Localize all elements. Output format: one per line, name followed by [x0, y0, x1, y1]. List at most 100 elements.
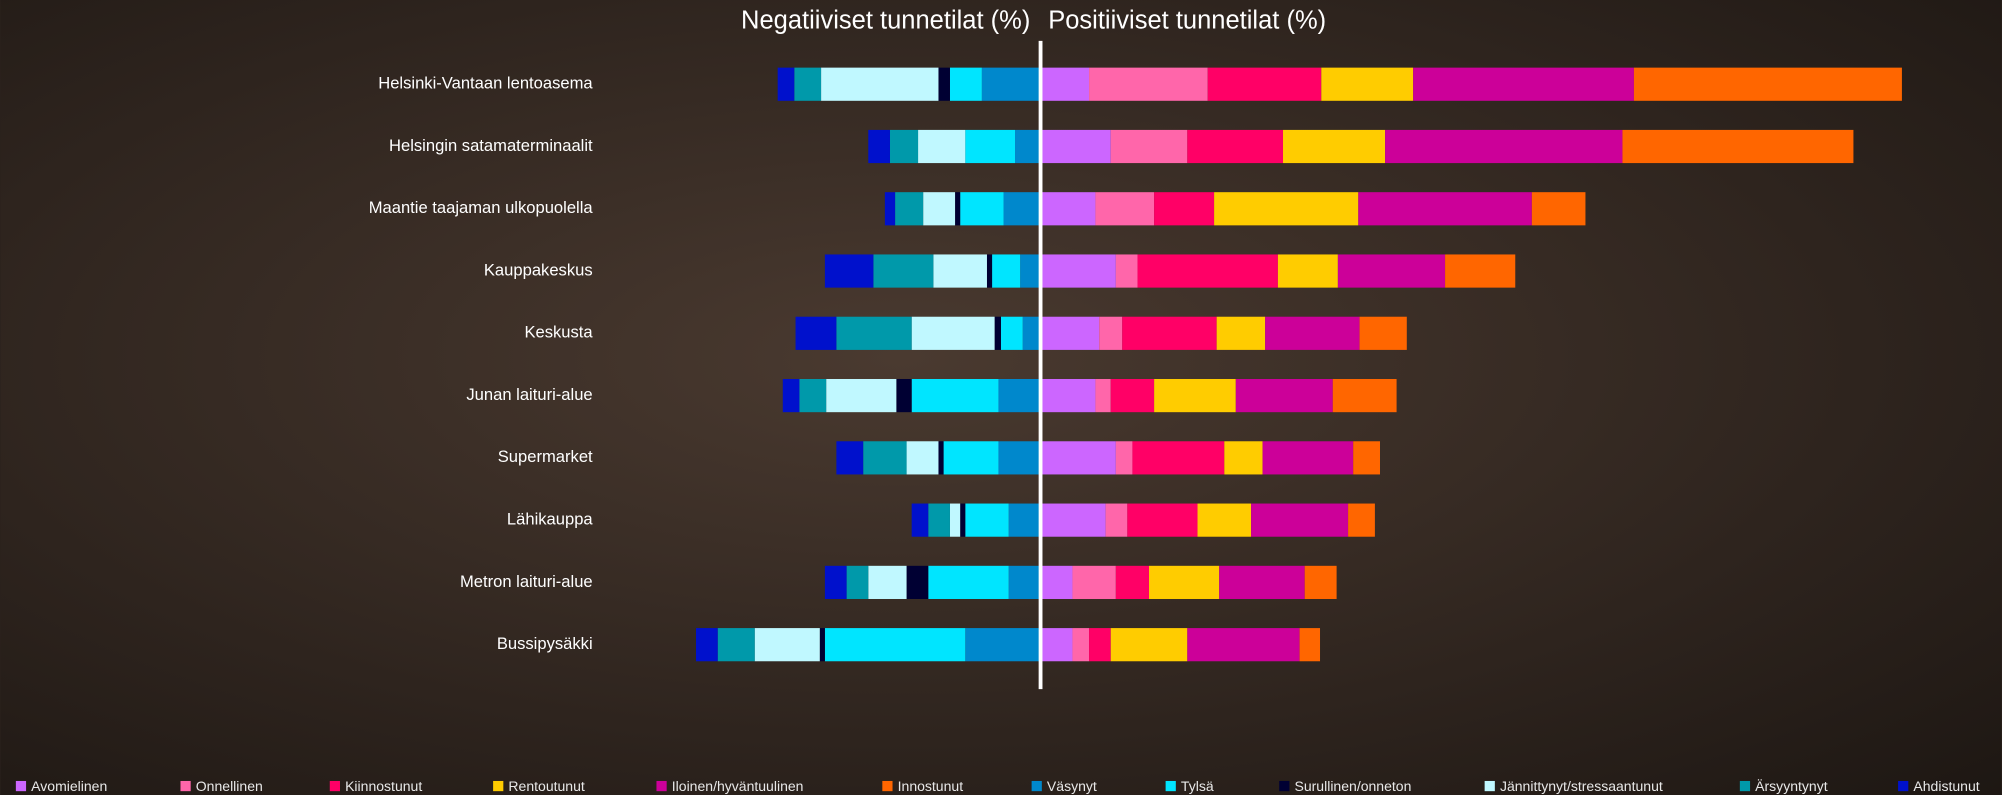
legend-label: Kiinnostunut: [345, 778, 422, 794]
bar-segment: [965, 504, 1008, 537]
bar-segment: [896, 379, 911, 412]
bar-segment: [907, 441, 939, 474]
legend-label: Väsynyt: [1047, 778, 1097, 794]
bar-segment: [1041, 566, 1073, 599]
legend-swatch: [882, 781, 892, 791]
category-label: Maantie taajaman ulkopuolella: [369, 198, 594, 217]
bar-segment: [1072, 566, 1115, 599]
category-label: Kauppakeskus: [484, 260, 593, 279]
legend-label: Tylsä: [1181, 778, 1214, 794]
category-label: Metron laituri-alue: [460, 572, 593, 591]
bar-segment: [1622, 130, 1853, 163]
bar-segment: [1154, 379, 1236, 412]
bar-segment: [965, 130, 1015, 163]
bar-segment: [1278, 254, 1338, 287]
legend-swatch: [180, 781, 190, 791]
bar-segment: [1187, 130, 1283, 163]
bar-segment: [825, 628, 965, 661]
right-title: Positiiviset tunnetilat (%): [1048, 6, 1326, 34]
bar-segment: [1198, 504, 1252, 537]
bar-segment: [1015, 130, 1041, 163]
category-label: Keskusta: [524, 323, 593, 342]
bar-segment: [1263, 441, 1354, 474]
bar-segment: [923, 192, 955, 225]
bar-segment: [1532, 192, 1586, 225]
bar-segment: [1224, 441, 1262, 474]
legend-label: Ärsyyntynyt: [1755, 778, 1828, 794]
legend-label: Jännittynyt/stressaantunut: [1500, 778, 1663, 794]
bar-segment: [1004, 192, 1041, 225]
bar-segment: [938, 441, 943, 474]
bar-segment: [1072, 628, 1089, 661]
bar-segment: [1154, 192, 1214, 225]
category-label: Bussipysäkki: [497, 634, 593, 653]
bar-segment: [1353, 441, 1380, 474]
bar-segment: [1360, 317, 1407, 350]
bar-segment: [912, 504, 929, 537]
legend-swatch: [1166, 781, 1176, 791]
bar-segment: [1214, 192, 1358, 225]
bar-segment: [794, 68, 821, 101]
bar-segment: [933, 254, 987, 287]
bar-segment: [1305, 566, 1337, 599]
bar-segment: [1413, 68, 1634, 101]
bar-segment: [718, 628, 755, 661]
bar-segment: [825, 254, 873, 287]
legend-label: Ahdistunut: [1913, 778, 1979, 794]
bar-segment: [821, 68, 938, 101]
category-label: Junan laituri-alue: [466, 385, 592, 404]
bar-segment: [873, 254, 933, 287]
legend-swatch: [1898, 781, 1908, 791]
legend-swatch: [1032, 781, 1042, 791]
bar-segment: [1385, 130, 1622, 163]
bar-segment: [1041, 68, 1089, 101]
bar-segment: [1132, 441, 1224, 474]
legend-swatch: [493, 781, 503, 791]
bar-segment: [950, 504, 960, 537]
category-label: Supermarket: [498, 447, 593, 466]
bar-segment: [938, 68, 949, 101]
bar-segment: [944, 441, 999, 474]
bar-segment: [1358, 192, 1532, 225]
chart: Negatiiviset tunnetilat (%) Positiiviset…: [0, 0, 2002, 795]
bar-segment: [1149, 566, 1219, 599]
bar-segment: [868, 566, 906, 599]
bar-segment: [1300, 628, 1320, 661]
bar-segment: [1020, 254, 1040, 287]
legend-swatch: [1485, 781, 1495, 791]
bar-segment: [1095, 192, 1154, 225]
legend-swatch: [1740, 781, 1750, 791]
bar-segment: [696, 628, 718, 661]
bar-segment: [1236, 379, 1333, 412]
legend-label: Iloinen/hyväntuulinen: [672, 778, 804, 794]
bar-segment: [895, 192, 923, 225]
bar-segment: [820, 628, 825, 661]
category-label: Helsinki-Vantaan lentoasema: [378, 74, 593, 93]
bar-segment: [778, 68, 795, 101]
bar-segment: [1023, 317, 1041, 350]
left-title: Negatiiviset tunnetilat (%): [741, 6, 1030, 34]
bar-segment: [960, 504, 965, 537]
bar-segment: [965, 628, 1040, 661]
bar-segment: [918, 130, 965, 163]
bar-segment: [1127, 504, 1197, 537]
bar-segment: [1634, 68, 1902, 101]
bar-segment: [907, 566, 929, 599]
legend-label: Onnellinen: [196, 778, 263, 794]
bar-segment: [1187, 628, 1299, 661]
bar-segment: [1041, 130, 1111, 163]
bar-segment: [1445, 254, 1515, 287]
bar-segment: [1099, 317, 1122, 350]
bar-segment: [992, 254, 1020, 287]
bar-segment: [1041, 441, 1116, 474]
bar-segment: [1041, 504, 1106, 537]
bar-segment: [1095, 379, 1110, 412]
bar-segment: [1116, 566, 1149, 599]
bar-segment: [1208, 68, 1322, 101]
bar-segment: [1321, 68, 1413, 101]
bar-segment: [890, 130, 918, 163]
bar-segment: [1009, 566, 1041, 599]
legend-swatch: [16, 781, 26, 791]
bar-segment: [1009, 504, 1041, 537]
bar-segment: [998, 441, 1040, 474]
